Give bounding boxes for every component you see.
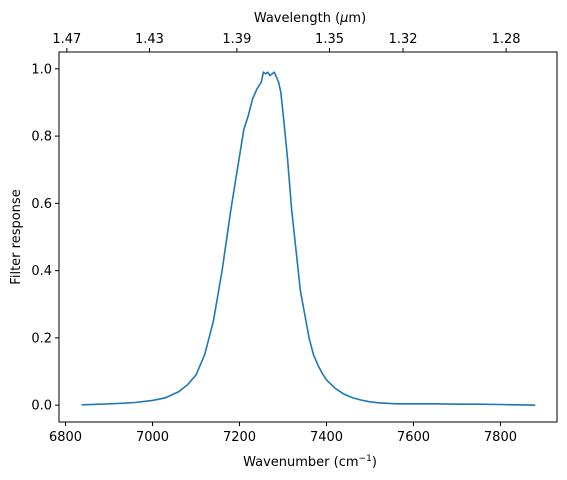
x-axis-label: Wavenumber (cm−1) — [243, 454, 377, 470]
y-tick-label: 0.0 — [31, 399, 52, 414]
x-tick-label: 7600 — [397, 430, 430, 445]
top-tick-label: 1.32 — [389, 32, 418, 47]
x-tick-label: 7200 — [223, 430, 256, 445]
top-tick-label: 1.28 — [492, 32, 521, 47]
x-tick-label: 6800 — [49, 430, 82, 445]
top-wavelength-axis: 1.47 1.43 1.39 1.35 1.32 1.28 — [52, 32, 521, 52]
plot-area — [58, 51, 558, 423]
top-axis-label: Wavelength (μm) — [254, 11, 366, 26]
plot-frame — [58, 51, 558, 423]
y-tick-label: 0.2 — [31, 331, 52, 346]
top-tick-label: 1.39 — [222, 32, 251, 47]
response-line — [81, 71, 536, 406]
y-axis-label: Filter response — [9, 189, 24, 284]
top-tick-label: 1.35 — [315, 32, 344, 47]
top-tick-label: 1.47 — [52, 32, 81, 47]
x-tick-label: 7400 — [310, 430, 343, 445]
x-tick-label: 7800 — [484, 430, 517, 445]
top-tick-label: 1.43 — [135, 32, 164, 47]
y-tick-label: 1.0 — [31, 62, 52, 77]
y-tick-label: 0.4 — [31, 264, 52, 279]
x-axis: 6800 7000 7200 7400 7600 7800 — [49, 422, 517, 445]
y-axis: 0.0 0.2 0.4 0.6 0.8 1.0 — [31, 62, 59, 414]
x-tick-label: 7000 — [136, 430, 169, 445]
y-tick-label: 0.8 — [31, 130, 52, 145]
y-tick-label: 0.6 — [31, 197, 52, 212]
